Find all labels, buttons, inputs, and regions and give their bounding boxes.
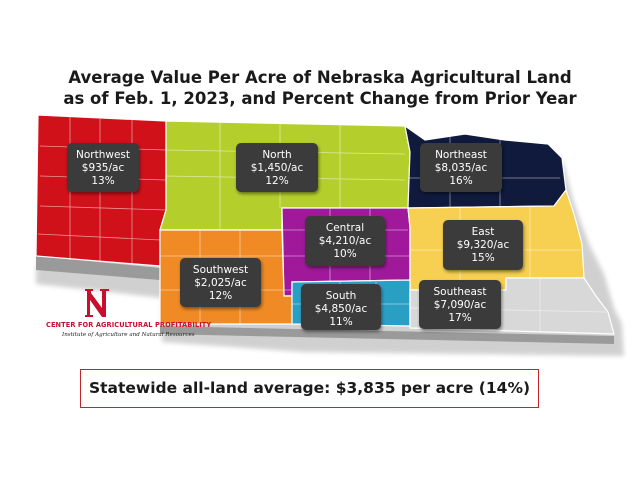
map-title-line1: Average Value Per Acre of Nebraska Agric… xyxy=(68,68,572,87)
logo-organization: CENTER FOR AGRICULTURAL PROFITABILITY xyxy=(46,321,212,329)
region-name: Southeast xyxy=(433,286,487,298)
region-change: 11% xyxy=(329,316,353,328)
label-east: East $9,320/ac 15% xyxy=(443,220,523,270)
label-northwest: Northwest $935/ac 13% xyxy=(67,143,139,192)
region-value: $7,090/ac xyxy=(433,299,487,311)
map-base xyxy=(36,256,160,280)
region-value: $2,025/ac xyxy=(194,277,247,289)
region-value: $9,320/ac xyxy=(456,239,510,251)
region-value: $8,035/ac xyxy=(434,162,488,174)
region-name: Northeast xyxy=(435,149,487,161)
region-value: $1,450/ac xyxy=(250,162,304,174)
region-change: 17% xyxy=(448,312,472,324)
map-title-line2: as of Feb. 1, 2023, and Percent Change f… xyxy=(63,89,577,108)
region-name: Northwest xyxy=(75,149,130,161)
label-northeast: Northeast $8,035/ac 16% xyxy=(420,143,502,192)
label-southwest: Southwest $2,025/ac 12% xyxy=(180,258,261,307)
region-value: $4,850/ac xyxy=(314,303,368,315)
region-name: Central xyxy=(325,222,365,234)
region-change: 12% xyxy=(208,290,233,302)
label-north: North $1,450/ac 12% xyxy=(236,143,318,192)
logo-institute: Institute of Agriculture and Natural Res… xyxy=(62,332,195,338)
region-value: $935/ac xyxy=(81,162,125,174)
nebraska-n-logo-icon xyxy=(85,289,109,317)
region-change: 12% xyxy=(265,175,289,187)
label-south: South $4,850/ac 11% xyxy=(301,284,381,330)
region-change: 10% xyxy=(333,248,357,260)
region-name: South xyxy=(325,290,357,302)
region-name: Southwest xyxy=(192,264,249,276)
label-central: Central $4,210/ac 10% xyxy=(305,216,385,266)
region-change: 15% xyxy=(471,252,495,264)
map-base-south xyxy=(160,326,614,344)
label-southeast: Southeast $7,090/ac 17% xyxy=(419,280,501,329)
region-name: East xyxy=(471,226,495,238)
region-change: 16% xyxy=(449,175,473,187)
region-name: North xyxy=(262,149,292,161)
region-value: $4,210/ac xyxy=(318,235,372,247)
region-change: 13% xyxy=(91,175,115,187)
statewide-average: Statewide all-land average: $3,835 per a… xyxy=(80,369,539,408)
